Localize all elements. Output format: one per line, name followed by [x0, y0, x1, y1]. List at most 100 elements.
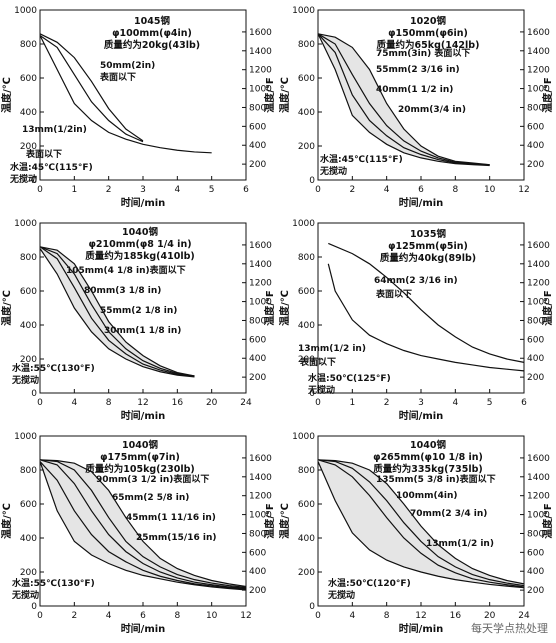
x-tick-label: 12	[415, 611, 426, 621]
y-tick-label-right: 1000	[249, 85, 272, 95]
x-tick-label: 16	[172, 398, 184, 408]
x-tick-label: 0	[315, 611, 321, 621]
y-tick-label: 400	[20, 108, 37, 118]
x-tick-label: 8	[106, 398, 112, 408]
y-tick-label: 800	[298, 40, 315, 50]
y-tick-label: 200	[298, 568, 315, 578]
x-axis-label: 时间/min	[121, 622, 166, 635]
y-tick-label-right: 200	[527, 373, 544, 383]
annotation: 表面以下	[375, 288, 412, 300]
y-tick-label: 200	[298, 355, 315, 365]
annotation: 无搅动	[9, 173, 37, 185]
x-tick-label: 6	[418, 185, 424, 195]
annotation: 45mm(1 11/16 in)	[126, 513, 216, 523]
y-tick-label-right: 1400	[249, 473, 272, 483]
annotation: 20mm(3/4 in)	[398, 105, 466, 115]
y-tick-label-right: 200	[249, 586, 266, 596]
series-line-0	[39, 35, 212, 154]
x-axis-label: 时间/min	[121, 196, 166, 209]
series-line-1	[39, 33, 144, 142]
series-line-2	[39, 246, 195, 377]
annotation: 13mm(1/2 in)	[426, 539, 494, 549]
y-tick-label: 200	[298, 142, 315, 152]
chart-panel-1040-175: 0 2 4 6 8 10 12 0 200 400 600 800 1000 200 400 600 800 10…	[0, 426, 278, 643]
chart-header-line: 1035钢	[410, 228, 446, 240]
x-tick-label: 2	[106, 185, 112, 195]
y-tick-label: 200	[20, 568, 37, 578]
annotation: 50mm(2in)	[100, 61, 155, 71]
x-tick-label: 5	[487, 398, 493, 408]
chart-header-line: 质量约为20kg(43lb)	[104, 39, 200, 51]
series-line-2	[39, 35, 144, 143]
y-axis-label-left: 温度/℃	[0, 77, 13, 113]
y-tick-label-right: 600	[249, 335, 266, 345]
y-axis-label-left: 温度/℃	[0, 290, 13, 326]
annotation: 水温:45℃(115°F)	[10, 161, 93, 173]
y-tick-label-right: 600	[249, 122, 266, 132]
x-tick-label: 0	[37, 398, 43, 408]
x-axis-label: 时间/min	[399, 196, 444, 209]
y-axis-label-right: 温度/°F	[263, 290, 276, 325]
y-tick-label-right: 200	[527, 586, 544, 596]
series-line-2	[317, 459, 525, 588]
series-line-0	[39, 246, 195, 377]
y-tick-label: 1000	[292, 432, 315, 442]
x-tick-label: 6	[243, 185, 249, 195]
y-tick-label: 600	[20, 287, 37, 297]
y-tick-label-right: 400	[249, 354, 266, 364]
y-axis-label-left: 温度/℃	[278, 77, 291, 113]
chart-header-line: φ265mm(φ10 1/8 in)	[373, 452, 483, 463]
annotation: 无搅动	[11, 589, 39, 601]
y-tick-label-right: 1200	[527, 279, 550, 289]
annotation: 表面以下	[25, 148, 62, 160]
y-tick-label: 600	[20, 74, 37, 84]
y-tick-label: 0	[309, 176, 315, 186]
y-tick-label-right: 600	[249, 548, 266, 558]
series-line-1	[39, 459, 247, 588]
chart-header-line: φ210mm(φ8 1/4 in)	[88, 239, 191, 250]
chart-header-line: 质量约为40kg(89lb)	[380, 252, 476, 264]
y-tick-label-right: 200	[249, 160, 266, 170]
chart-svg: 0 2 4 6 8 10 12 0 200 400 600 800 1000 200 400 600 800 10…	[278, 6, 554, 209]
x-tick-label: 2	[384, 398, 390, 408]
series-line-0	[328, 242, 525, 363]
x-tick-label: 4	[452, 398, 458, 408]
x-tick-label: 0	[37, 611, 43, 621]
y-tick-label-right: 1600	[527, 454, 550, 464]
y-tick-label: 600	[20, 500, 37, 510]
y-tick-label-right: 1000	[249, 511, 272, 521]
y-tick-label: 0	[309, 389, 315, 399]
y-tick-label: 800	[20, 466, 37, 476]
x-axis-label: 时间/min	[121, 409, 166, 422]
y-tick-label-right: 1400	[527, 47, 550, 57]
series-line-4	[39, 461, 247, 591]
annotation: 水温:50℃(125°F)	[308, 372, 391, 384]
y-tick-label: 200	[20, 142, 37, 152]
y-tick-label-right: 200	[249, 373, 266, 383]
series-line-3	[317, 461, 525, 589]
shaded-band	[40, 459, 246, 590]
y-tick-label-right: 1000	[527, 85, 550, 95]
y-tick-label-right: 1600	[527, 241, 550, 251]
annotation: 无搅动	[11, 374, 39, 386]
y-tick-label: 1000	[14, 432, 37, 442]
chart-header-line: φ175mm(φ7in)	[100, 452, 180, 463]
x-tick-label: 12	[137, 398, 148, 408]
annotation: 55mm(2 3/16 in)	[376, 65, 460, 75]
x-axis-label: 时间/min	[399, 622, 444, 635]
y-tick-label-right: 400	[527, 354, 544, 364]
x-tick-label: 20	[206, 398, 218, 408]
shaded-band	[40, 246, 195, 377]
chart-header-line: φ125mm(φ5in)	[388, 241, 468, 252]
chart-svg: 0 4 8 12 16 20 24 0 200 400 600 800 1000 200 400 600 800…	[0, 219, 276, 422]
y-tick-label: 800	[298, 466, 315, 476]
y-tick-label-right: 1600	[249, 241, 272, 251]
x-tick-label: 4	[71, 398, 77, 408]
y-tick-label-right: 1600	[527, 28, 550, 38]
series-line-1	[39, 246, 195, 377]
annotation: 105mm(4 1/8 in)表面以下	[66, 264, 186, 276]
y-tick-label-right: 200	[527, 160, 544, 170]
x-tick-label: 4	[384, 185, 390, 195]
y-tick-label: 1000	[292, 219, 315, 229]
series-line-3	[39, 461, 247, 590]
